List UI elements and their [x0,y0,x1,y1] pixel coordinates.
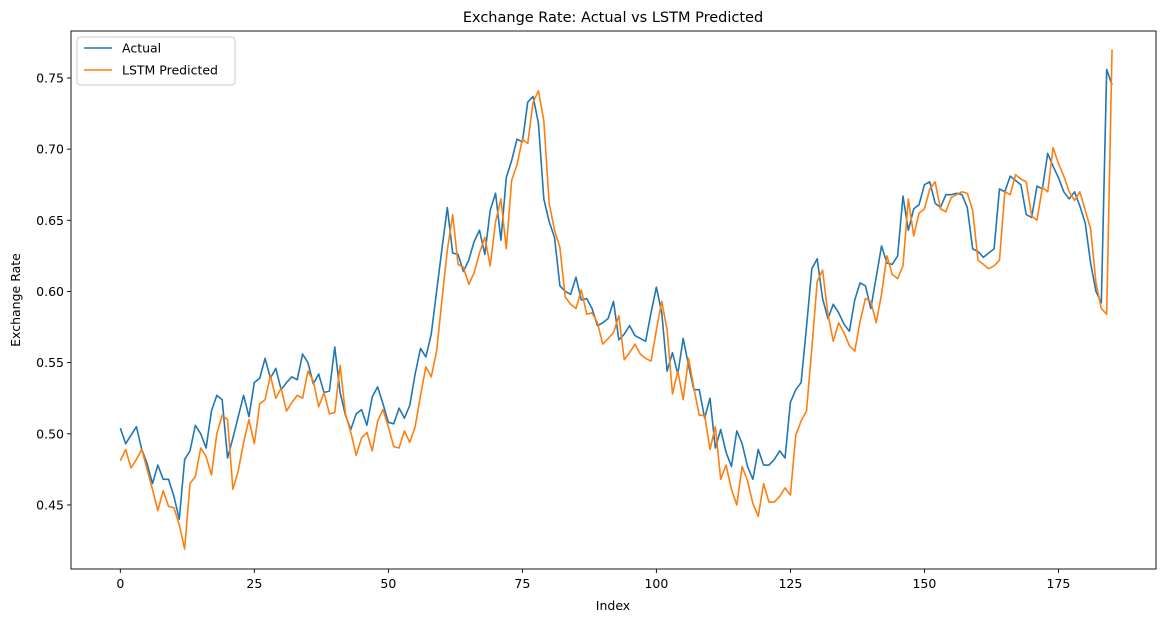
y-axis-ticks: 0.45 0.50 0.55 0.60 0.65 0.70 0.75 [36,70,71,512]
plot-frame [70,30,1157,570]
series-layer [119,49,1113,550]
x-tick-label: 125 [778,576,802,591]
x-tick-label: 0 [116,576,124,591]
y-tick-label: 0.55 [36,355,64,370]
series-line-1 [119,49,1113,550]
legend-label-0: Actual [122,41,161,56]
chart-title: Exchange Rate: Actual vs LSTM Predicted [463,10,763,26]
x-tick-label: 50 [380,576,396,591]
legend: Actual LSTM Predicted [76,36,236,86]
y-tick-label: 0.60 [36,284,64,299]
x-tick-label: 75 [514,576,530,591]
x-tick-label: 150 [912,576,936,591]
x-tick-label: 100 [644,576,668,591]
y-tick-label: 0.65 [36,213,64,228]
legend-label-1: LSTM Predicted [122,63,218,78]
y-tick-label: 0.75 [36,70,64,85]
y-tick-label: 0.70 [36,142,64,157]
x-tick-label: 25 [246,576,262,591]
y-tick-label: 0.45 [36,497,64,512]
x-axis-label: Index [596,598,630,613]
legend-box [76,36,236,86]
y-tick-label: 0.50 [36,426,64,441]
series-line-0 [119,68,1113,520]
y-axis-label: Exchange Rate [8,253,23,347]
x-tick-label: 175 [1047,576,1071,591]
x-axis-ticks: 0 25 50 75 100 125 150 175 [116,569,1070,591]
